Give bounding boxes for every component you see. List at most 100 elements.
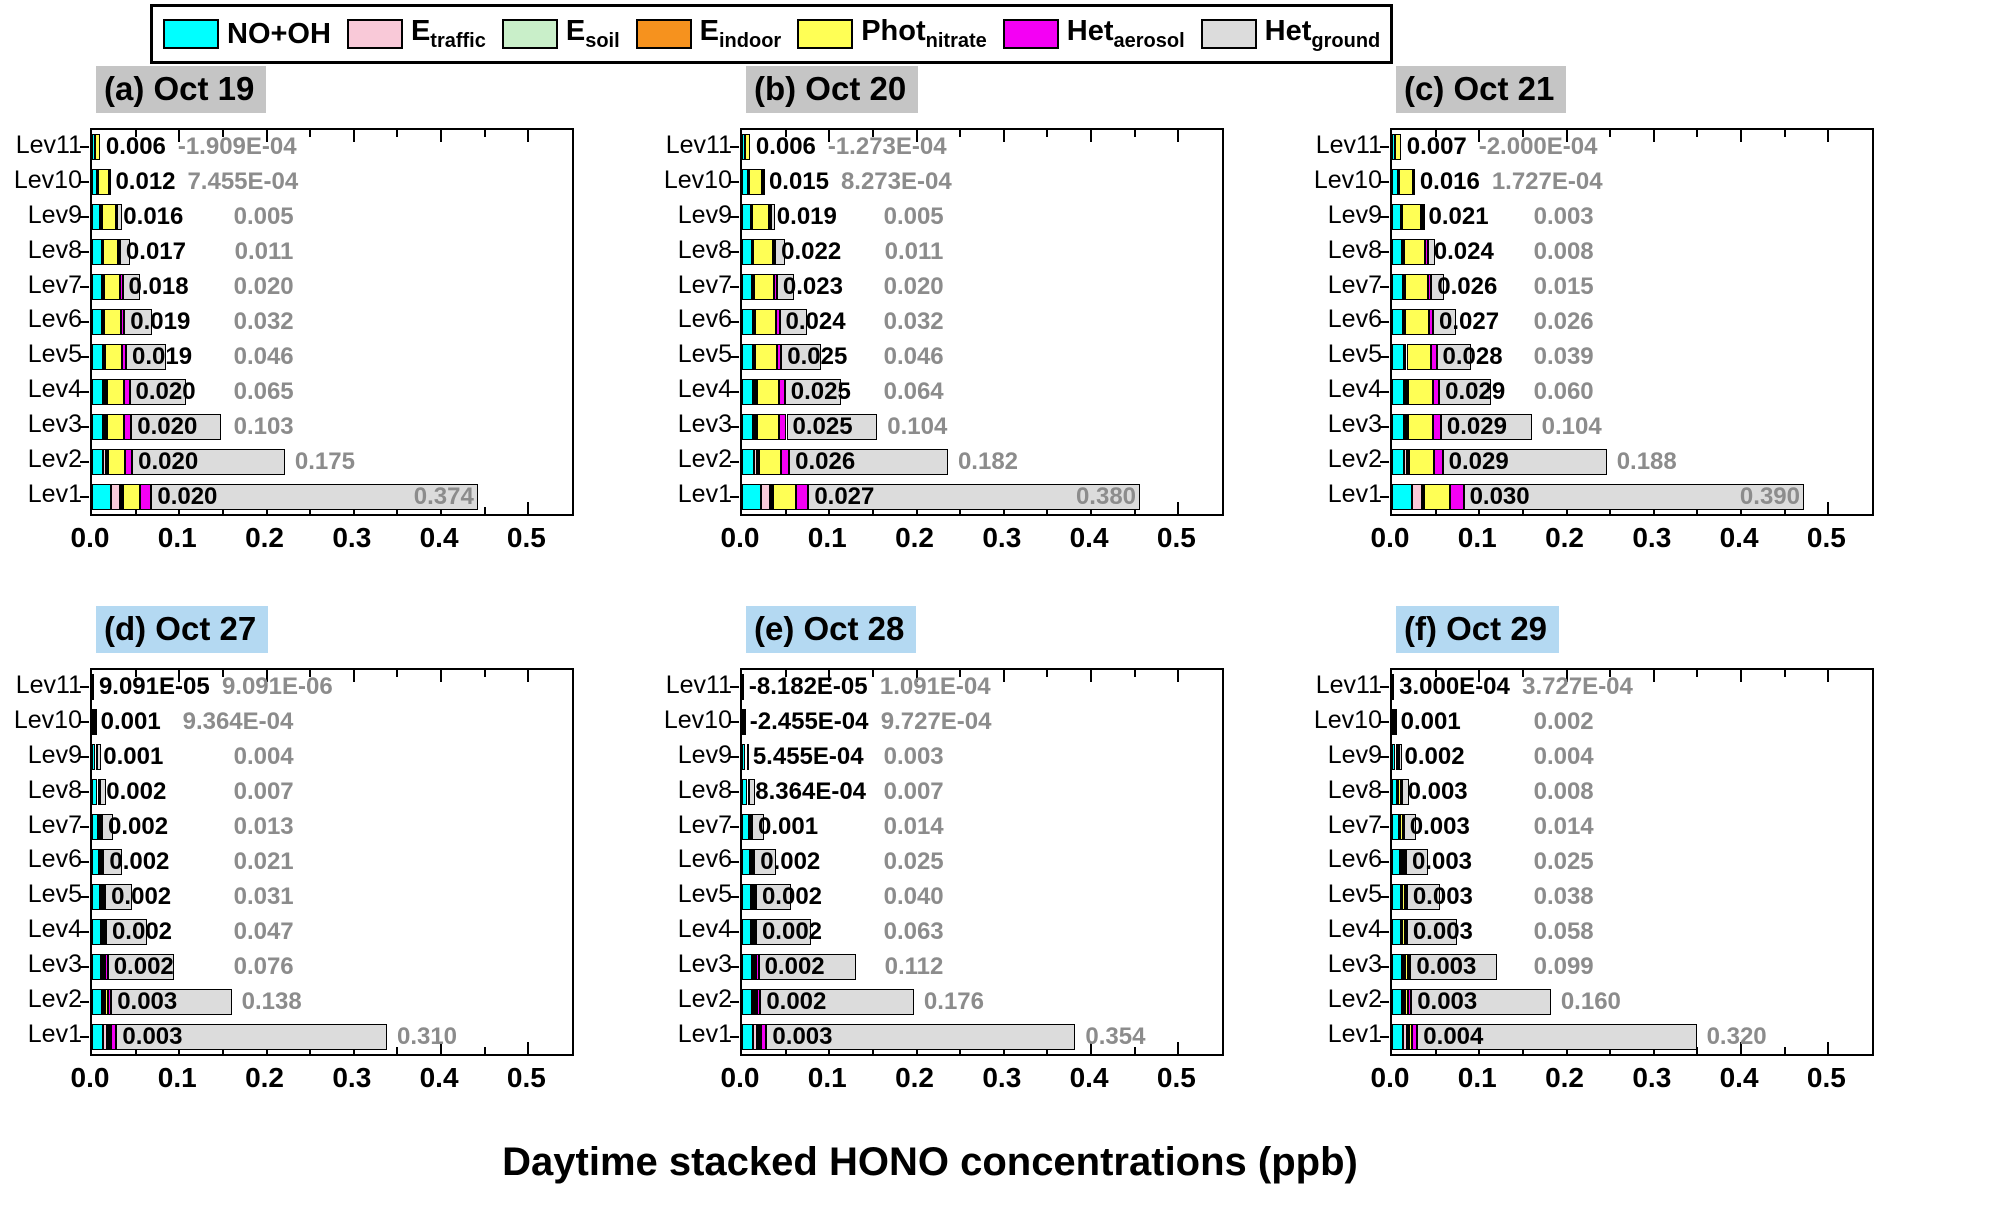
bar-segment-no-oh [92,378,104,405]
value-label-het-ground: 0.004 [1533,743,1594,771]
y-tick [730,495,739,498]
bar-segment-het-aerosol [1433,448,1443,475]
bar-segment-het-aerosol [119,274,123,301]
y-axis-label: Lev7 [27,810,82,839]
plot-wrap-a: Lev11 Lev10 Lev9 Lev8 Lev7 Lev6 Lev5 Lev4 Lev3 Le… [12,128,574,516]
y-tick [730,965,739,968]
bar-segment-e-traffic [1401,988,1404,1015]
panel-title-d: (d) Oct 27 [96,606,574,660]
bar-segment-het-aerosol [1405,918,1408,945]
y-tick [80,216,89,219]
value-label-het-ground: 0.032 [883,308,944,335]
bar-segment-e-traffic [753,1023,757,1050]
bar-segment-no-oh [1392,744,1396,771]
y-axis-label: Lev9 [27,200,82,229]
x-tick [1521,130,1524,137]
value-label-phot-nitrate: 0.002 [761,882,823,910]
value-label-phot-nitrate: 0.002 [1404,743,1465,771]
y-axis-label: Lev6 [1327,845,1382,874]
bar-segment-het-ground [1436,343,1471,370]
bar-segment-e-traffic [111,483,120,510]
value-label-phot-nitrate: 0.002 [113,952,174,980]
bar-segment-phot-nitrate [99,814,102,841]
y-tick [1380,930,1389,933]
y-tick [1380,146,1389,149]
y-axis-label: Lev4 [1327,915,1382,944]
y-tick [1380,390,1389,393]
x-tick [440,670,443,682]
bar-segment-phot-nitrate [1404,239,1426,266]
x-tick [1090,130,1093,142]
bar-segment-het-aerosol [105,953,108,980]
bar-segment-het-ground [1440,413,1532,440]
value-label-het-ground: 0.038 [1533,882,1594,910]
bar-segment-het-aerosol [104,918,107,945]
legend-label-e-soil: Esoil [565,15,620,52]
x-tick [178,670,181,682]
bar-segment-phot-nitrate [1395,744,1398,771]
x-tick [483,507,486,514]
y-tick [1380,826,1389,829]
bar-segment-no-oh [742,378,754,405]
bar-segment-e-traffic [1401,953,1404,980]
x-tick [1783,130,1786,137]
y-axis-label: Lev6 [27,305,82,334]
x-tick [1565,670,1568,682]
value-label-phot-nitrate: 0.001 [1400,708,1461,736]
legend: NO+OH Etraffic Esoil Eindoor Photnitrate Heta… [150,4,1394,64]
bar-segment-phot-nitrate [103,953,106,980]
legend-label-het-aerosol: Hetaerosol [1066,15,1185,52]
y-axis-label: Lev3 [1327,950,1382,979]
y-axis-label: Lev2 [677,445,732,474]
value-label-het-ground: 0.020 [883,273,944,301]
bar-segment-no-oh [742,343,754,370]
bar-segment-e-traffic [1412,483,1422,510]
bar-segment-phot-nitrate [1405,953,1408,980]
bar-segment-het-ground [781,343,822,370]
bar-segment-no-oh [742,849,750,875]
x-tick [483,1047,486,1054]
value-label-het-ground: 0.011 [234,238,294,266]
y-axis-label: Lev1 [1327,480,1382,509]
value-label-het-ground: 0.138 [241,987,302,1015]
bar-segment-e-traffic [750,918,753,945]
x-tick-label: 0.1 [807,522,847,553]
bar-segment-e-traffic [103,343,106,370]
bar-segment-phot-nitrate [1405,274,1428,301]
bar-segment-het-aerosol [115,204,118,231]
bar-segment-no-oh [92,134,95,161]
x-tick [309,507,312,514]
bar-segment-het-aerosol [107,988,112,1015]
bar-segment-e-traffic [101,988,104,1015]
y-axis-label: Lev8 [677,775,732,804]
bar-segment-phot-nitrate [104,274,120,301]
y-tick [1380,495,1389,498]
y-tick [80,181,89,184]
bar-segment-no-oh [92,709,94,736]
x-tick [1133,507,1136,514]
bar-segment-het-aerosol [754,883,757,910]
bar-segment-e-traffic [750,204,753,231]
bar-segment-het-ground [762,169,765,196]
value-label-phot-nitrate: 0.003 [117,987,178,1015]
x-tick [784,1047,787,1054]
bar-segment-phot-nitrate [1401,849,1405,875]
x-tick [959,130,962,137]
bar-segment-het-aerosol [124,378,130,405]
value-label-phot-nitrate: 0.024 [1433,238,1494,266]
x-tick [1696,130,1699,137]
bar-segment-no-oh [1392,779,1398,806]
bar-segment-het-ground [151,483,478,510]
panel-title-text: (a) Oct 19 [96,66,267,113]
x-tick [221,130,224,137]
legend-label-no-oh: NO+OH [227,17,331,50]
bar-segment-e-traffic [103,378,106,405]
x-tick-label: 0.3 [982,1062,1022,1093]
x-tick [221,670,224,677]
bar-segment-e-indoor [120,483,123,510]
bar-segment-het-aerosol [120,309,125,335]
y-axis-label: Lev4 [27,375,82,404]
y-tick [1380,1000,1389,1003]
bar-segment-phot-nitrate [755,988,758,1015]
bar-segment-no-oh [92,413,104,440]
